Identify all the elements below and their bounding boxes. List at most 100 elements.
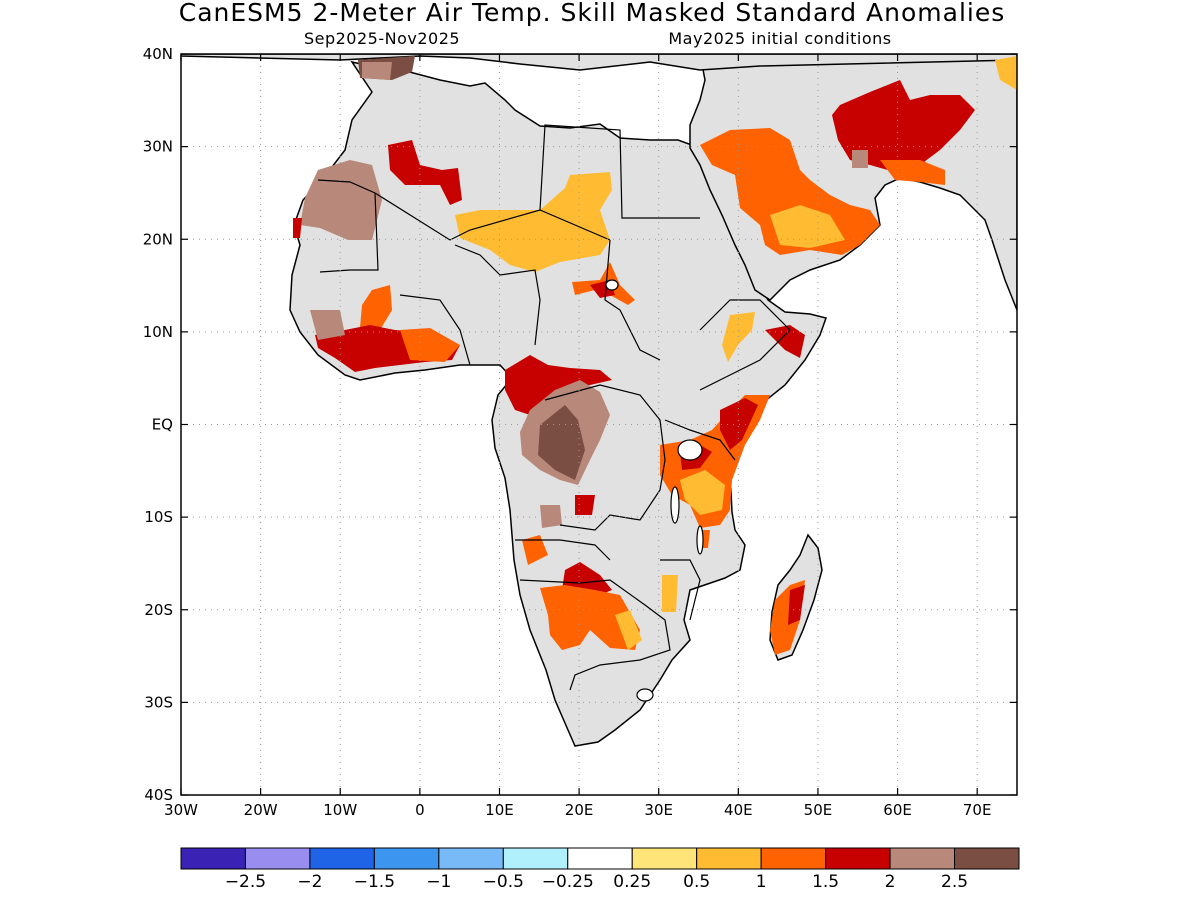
colorbar-swatch [502,847,569,870]
ethiopia-border [699,299,791,391]
colorbar-label: −1 [426,872,451,892]
colorbar-swatch [373,847,440,870]
anomaly-botswana [615,610,642,650]
colorbar-swatch [696,847,762,870]
tick-label-lat: 40S [144,786,173,804]
colorbar-label: −2.5 [225,872,266,892]
anomaly-iran [832,80,975,172]
tick-label-lon: 20E [565,801,594,819]
axis-tick-labels: 30W 20W 10W 0 10E 20E 30E 40E 50E 60E 70E 40N 30N 20N… [143,45,992,819]
tick-label-lat: EQ [152,416,173,434]
anomaly-atlas [362,62,392,80]
tick-label-lon: 20W [244,801,278,819]
colorbar-swatch [438,847,504,870]
anomaly-mauritania-coast [293,218,302,238]
colorbar-swatch [244,847,311,870]
mozambique-border [660,559,701,621]
colorbar-swatch [180,847,246,870]
figure-title: CanESM5 2-Meter Air Temp. Skill Masked S… [179,0,1006,27]
anomaly-sahel [455,172,612,272]
south-africa-border [519,579,671,691]
lesotho-outline [636,688,654,702]
lakes [605,279,704,702]
anomaly-guinea-west [360,285,392,330]
anomaly-madagascar-core [788,585,805,625]
tick-label-lat: 10N [143,323,173,341]
tick-label-lat: 30N [143,138,173,156]
anomaly-namibia-botswana [540,585,640,650]
tick-label-lon: 30E [644,801,673,819]
anomaly-iran-spot [852,150,868,168]
anomaly-ethiopia [722,312,755,362]
tick-label-lon: 60E [883,801,912,819]
anomaly-mozambique [662,575,678,612]
colorbar-swatch [954,847,1020,870]
anomaly-shading [293,56,1017,655]
angola-border [515,539,611,561]
anomaly-iran-south [880,160,945,185]
anomaly-cameroon [505,355,612,415]
sudan-chad-border [604,239,661,361]
tick-label-lon: 40E [724,801,753,819]
colorbar-labels: −2.5 −2 −1.5 −1 −0.5 −0.25 0.25 0.5 1 1.5 2 2.5 [225,872,968,892]
anomaly-himalaya [995,56,1017,90]
tick-label-lat: 20N [143,230,173,248]
anomaly-angola-spot [540,505,562,528]
mauritania-mali-border [319,192,379,273]
colorbar-swatch [889,847,956,870]
colorbar-label: 2 [885,872,896,892]
colorbar-swatch [309,847,375,870]
tick-label-lat: 40N [143,45,173,63]
anomaly-arabia-center [770,205,845,248]
sahel-interior-border [399,294,471,366]
anomaly-zambia-spot [575,495,595,515]
libya-egypt-border [539,124,700,219]
subtitle-init: May2025 initial conditions [668,29,891,48]
colorbar-label: 1 [756,872,767,892]
tick-label-lon: 70E [963,801,992,819]
colorbar-label: 2.5 [941,872,968,892]
anomaly-tanzania [680,470,725,515]
colorbar-swatch [760,847,827,870]
colorbar-label: 0.5 [683,872,710,892]
lake-chad [605,279,619,291]
subtitle-period: Sep2025-Nov2025 [304,29,460,48]
gridlines [181,54,1017,795]
colorbar-label: 0.25 [613,872,651,892]
colorbar-swatch [567,847,633,870]
country-boundaries [317,124,791,691]
anomaly-somalia [765,325,805,358]
anomaly-angola-west [522,535,548,565]
drc-border [544,384,666,531]
colorbar-label: −0.5 [483,872,524,892]
tick-label-lon: 0 [415,801,425,819]
anomaly-egypt-arabia [700,128,880,255]
colorbar-label: −0.25 [542,872,594,892]
anomaly-congo-core [538,405,585,480]
east-africa-border [664,419,736,461]
colorbar-swatch [631,847,698,870]
tick-label-lon: 50E [804,801,833,819]
map-area [181,54,1017,795]
lake-victoria [677,439,703,461]
tick-label-lon: 10E [485,801,514,819]
tick-label-lat: 10S [144,508,173,526]
anomaly-sierra-leone [310,310,345,340]
anomaly-ghana-togo [400,328,460,362]
colorbar-swatch [825,847,891,870]
colorbar [180,847,1020,870]
colorbar-label: −2 [297,872,322,892]
colorbar-label: 1.5 [812,872,839,892]
tick-label-lon: 10W [323,801,357,819]
tick-label-lat: 20S [144,601,173,619]
lake-malawi [696,525,704,555]
europe-landmass [181,54,1017,71]
tick-label-lon: 30W [164,801,198,819]
anomaly-algeria-north [388,140,462,205]
axis-ticks [180,53,1017,796]
nigeria-niger-border [454,244,541,346]
lake-tanganyika [670,486,680,524]
colorbar-label: −1.5 [354,872,395,892]
